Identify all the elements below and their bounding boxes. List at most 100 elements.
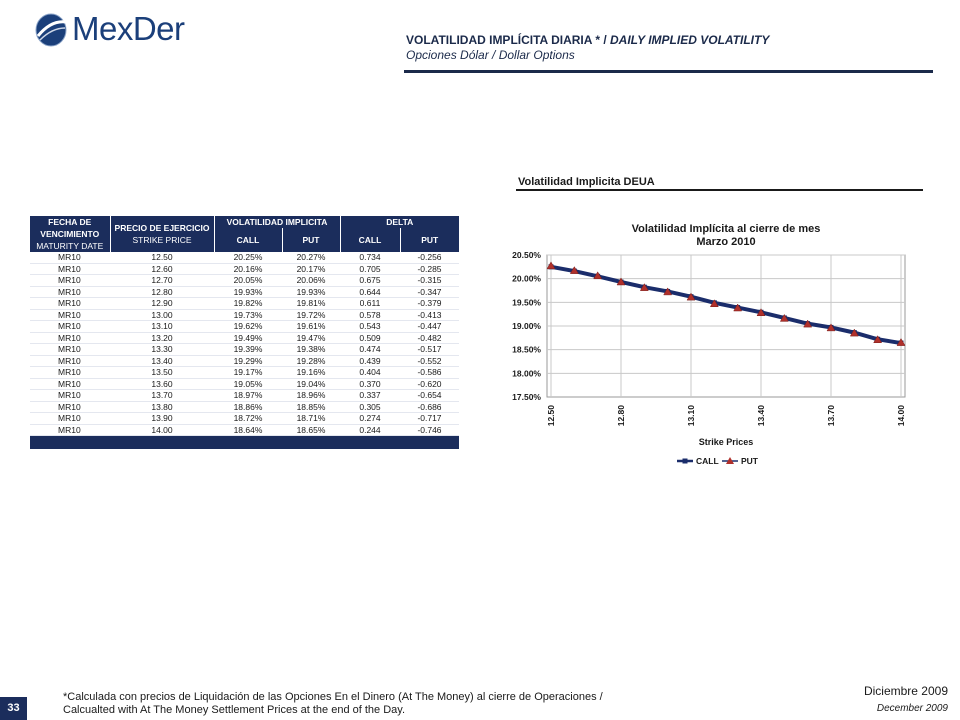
cell-maturity: MR10: [30, 332, 110, 344]
y-tick-label: 19.50%: [512, 297, 541, 307]
page-title: VOLATILIDAD IMPLÍCITA DIARIA * / DAILY I…: [406, 33, 769, 47]
put-point: [639, 283, 649, 291]
cell-vol-call: 20.16%: [214, 263, 282, 275]
cell-strike: 12.80: [110, 286, 214, 298]
cell-strike: 13.50: [110, 366, 214, 379]
cell-strike: 12.60: [110, 263, 214, 275]
th-vol-call: CALL: [214, 228, 283, 252]
put-point: [803, 319, 813, 328]
cell-strike: 13.90: [110, 412, 214, 425]
put-point: [709, 299, 719, 308]
put-point: [686, 292, 696, 301]
cell-delta-put: -0.347: [400, 286, 459, 298]
table-row: MR10 12.60 20.16% 20.17% 0.705 -0.285: [30, 263, 459, 275]
page-title-es: VOLATILIDAD IMPLÍCITA DIARIA * /: [406, 33, 610, 47]
cell-maturity: MR10: [30, 320, 110, 333]
put-point: [546, 261, 556, 270]
y-tick-label: 20.00%: [512, 274, 541, 284]
cell-maturity: MR10: [30, 297, 110, 310]
table-row: MR10 13.50 19.17% 19.16% 0.404 -0.586: [30, 366, 459, 379]
cell-maturity: MR10: [30, 378, 110, 390]
cell-vol-put: 20.27%: [282, 252, 340, 264]
mexder-logo: MexDer: [34, 10, 194, 50]
x-tick-label: 12.80: [616, 405, 626, 427]
cell-delta-call: 0.305: [340, 401, 400, 413]
table-row: MR10 13.10 19.62% 19.61% 0.543 -0.447: [30, 320, 459, 333]
cell-delta-put: -0.379: [400, 297, 459, 310]
y-tick-label: 17.50%: [512, 392, 541, 402]
page-title-en: DAILY IMPLIED VOLATILITY: [610, 33, 770, 47]
cell-strike: 13.80: [110, 401, 214, 413]
table-row: MR10 14.00 18.64% 18.65% 0.244 -0.746: [30, 424, 459, 436]
cell-delta-put: -0.746: [400, 424, 459, 436]
cell-maturity: MR10: [30, 309, 110, 321]
cell-delta-call: 0.644: [340, 286, 400, 298]
cell-maturity: MR10: [30, 263, 110, 275]
th-strike-line1: PRECIO DE EJERCICIO: [114, 223, 210, 233]
header-divider: [404, 70, 933, 73]
cell-vol-call: 19.39%: [214, 343, 282, 356]
cell-delta-put: -0.517: [400, 343, 459, 356]
cell-maturity: MR10: [30, 286, 110, 298]
th-maturity-line2: VENCIMIENTO: [40, 229, 100, 239]
table-row: MR10 13.60 19.05% 19.04% 0.370 -0.620: [30, 378, 459, 390]
table-row: MR10 13.00 19.73% 19.72% 0.578 -0.413: [30, 309, 459, 321]
table-row: MR10 13.20 19.49% 19.47% 0.509 -0.482: [30, 332, 459, 344]
cell-delta-call: 0.244: [340, 424, 400, 436]
cell-delta-put: -0.447: [400, 320, 459, 333]
cell-vol-put: 18.71%: [282, 412, 340, 425]
put-point: [593, 271, 603, 280]
cell-maturity: MR10: [30, 355, 110, 367]
cell-delta-put: -0.717: [400, 412, 459, 425]
put-point: [826, 323, 836, 332]
cell-delta-put: -0.256: [400, 252, 459, 264]
cell-maturity: MR10: [30, 343, 110, 356]
cell-vol-put: 20.06%: [282, 274, 340, 287]
put-point: [756, 308, 766, 316]
y-tick-label: 18.50%: [512, 345, 541, 355]
cell-vol-put: 19.16%: [282, 366, 340, 379]
y-tick-label: 20.50%: [512, 250, 541, 260]
table-row: MR10 13.90 18.72% 18.71% 0.274 -0.717: [30, 412, 459, 425]
th-delta-call: CALL: [340, 228, 401, 252]
date-english: December 2009: [876, 703, 948, 714]
x-tick-label: 14.00: [896, 405, 906, 427]
page-subtitle: Opciones Dólar / Dollar Options: [406, 48, 575, 62]
cell-maturity: MR10: [30, 366, 110, 379]
cell-delta-call: 0.578: [340, 309, 400, 321]
legend-call-label: CALL: [696, 456, 719, 466]
x-axis-label: Strike Prices: [699, 437, 754, 447]
cell-delta-put: -0.654: [400, 389, 459, 402]
cell-delta-put: -0.285: [400, 263, 459, 275]
page-number: 33: [0, 697, 27, 720]
implied-volatility-chart: Volatilidad Implícita al cierre de mesMa…: [512, 223, 906, 466]
cell-delta-put: -0.686: [400, 401, 459, 413]
cell-vol-put: 18.85%: [282, 401, 340, 413]
table-body: MR10 12.50 20.25% 20.27% 0.734 -0.256 MR10 12.6…: [30, 252, 459, 449]
cell-delta-call: 0.404: [340, 366, 400, 379]
cell-delta-put: -0.552: [400, 355, 459, 367]
chart-subtitle: Marzo 2010: [696, 236, 755, 248]
put-point: [569, 266, 579, 274]
cell-delta-call: 0.337: [340, 389, 400, 402]
cell-vol-put: 20.17%: [282, 263, 340, 275]
series-line-put: [550, 265, 902, 344]
footnote-line1: *Calculada con precios de Liquidación de…: [63, 691, 603, 703]
cell-delta-call: 0.705: [340, 263, 400, 275]
cell-vol-put: 19.04%: [282, 378, 340, 390]
chart-section-divider: [516, 189, 923, 191]
cell-vol-put: 19.72%: [282, 309, 340, 321]
th-strike-line2: STRIKE PRICE: [132, 235, 192, 245]
cell-delta-put: -0.482: [400, 332, 459, 344]
table-footer-cell: [30, 435, 459, 449]
cell-delta-call: 0.734: [340, 252, 400, 264]
put-point: [873, 335, 883, 343]
cell-vol-call: 19.73%: [214, 309, 282, 321]
th-delta-put: PUT: [400, 228, 459, 252]
cell-delta-put: -0.620: [400, 378, 459, 390]
legend-put-label: PUT: [741, 456, 759, 466]
table-row: MR10 12.50 20.25% 20.27% 0.734 -0.256: [30, 252, 459, 264]
cell-vol-put: 18.65%: [282, 424, 340, 436]
footnote-line2: Calcualted with At The Money Settlement …: [63, 704, 405, 716]
cell-strike: 13.00: [110, 309, 214, 321]
